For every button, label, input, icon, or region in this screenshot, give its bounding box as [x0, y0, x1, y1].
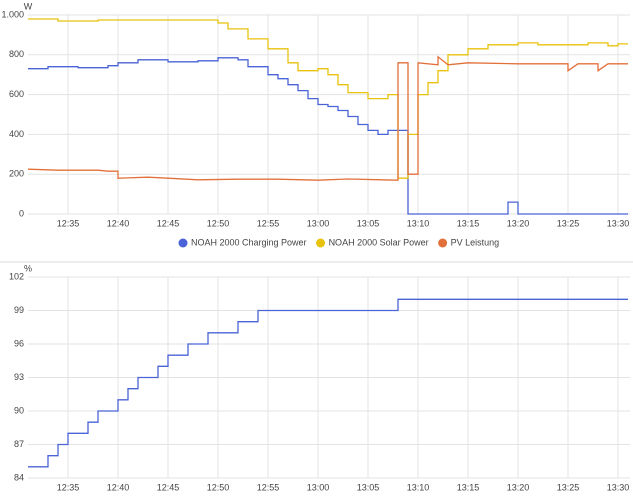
x-tick-label: 13:10 [407, 218, 430, 228]
y-tick-label: 93 [14, 372, 24, 382]
x-tick-label: 13:05 [357, 218, 380, 228]
series-line [28, 18, 628, 179]
x-tick-label: 12:45 [157, 218, 180, 228]
x-tick-label: 13:25 [557, 218, 580, 228]
x-tick-label: 12:40 [107, 482, 130, 492]
series-line [28, 57, 628, 215]
x-tick-label: 13:30 [607, 218, 630, 228]
y-tick-label: 200 [9, 169, 24, 179]
legend-marker [316, 238, 326, 248]
series-line [27, 55, 628, 181]
y-tick-label: 96 [14, 338, 24, 348]
x-tick-label: 13:15 [457, 218, 480, 228]
legend-label: NOAH 2000 Solar Power [329, 237, 429, 247]
legend-marker [438, 238, 448, 248]
x-tick-label: 13:20 [507, 482, 530, 492]
x-tick-label: 12:55 [257, 482, 280, 492]
x-tick-label: 12:40 [107, 218, 130, 228]
x-tick-label: 13:10 [407, 482, 430, 492]
x-tick-label: 12:35 [57, 482, 80, 492]
legend-label: NOAH 2000 Charging Power [191, 237, 307, 247]
y-tick-label: 400 [9, 129, 24, 139]
y-tick-label: 102 [9, 271, 24, 281]
x-tick-label: 12:55 [257, 218, 280, 228]
y-tick-label: 0 [19, 208, 24, 218]
y-tick-label: 87 [14, 439, 24, 449]
x-tick-label: 13:00 [307, 218, 330, 228]
x-tick-label: 12:35 [57, 218, 80, 228]
legend-marker [178, 238, 188, 248]
y-tick-label: 600 [9, 89, 24, 99]
x-tick-label: 12:45 [157, 482, 180, 492]
y-tick-label: 99 [14, 305, 24, 315]
y-tick-label: 84 [14, 472, 24, 482]
y-tick-label: 1.000 [1, 9, 24, 19]
x-tick-label: 12:50 [207, 218, 230, 228]
y-axis-label: % [24, 263, 32, 273]
x-tick-label: 13:25 [557, 482, 580, 492]
x-tick-label: 13:05 [357, 482, 380, 492]
x-tick-label: 13:15 [457, 482, 480, 492]
x-tick-label: 13:20 [507, 218, 530, 228]
y-tick-label: 90 [14, 405, 24, 415]
y-tick-label: 800 [9, 49, 24, 59]
x-tick-label: 12:50 [207, 482, 230, 492]
legend-label: PV Leistung [451, 237, 500, 247]
series-line [28, 298, 628, 468]
y-axis-label: W [24, 1, 33, 11]
x-tick-label: 13:00 [307, 482, 330, 492]
x-tick-label: 13:30 [607, 482, 630, 492]
